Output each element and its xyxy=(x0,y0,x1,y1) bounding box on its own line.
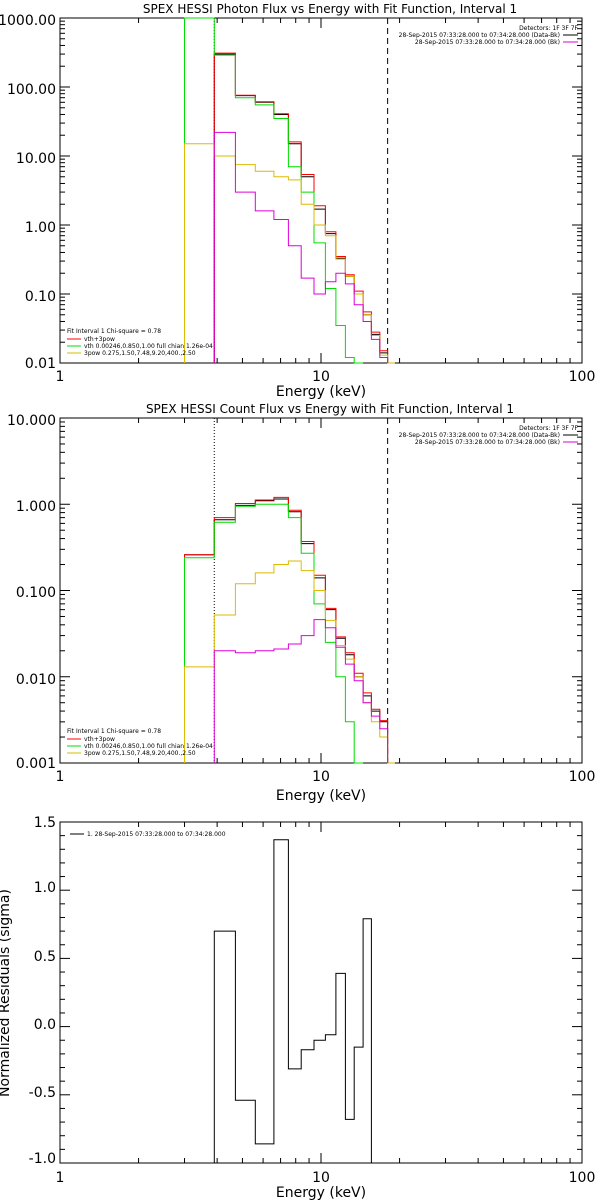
series-line-yellow xyxy=(184,560,395,764)
x-tick-label: 100 xyxy=(569,1170,596,1186)
series-line-magenta xyxy=(213,619,389,763)
y-tick-label: 1.000 xyxy=(16,499,56,515)
series-line-black xyxy=(213,53,389,363)
x-tick-label: 1 xyxy=(56,769,65,785)
plot-frame xyxy=(59,17,583,364)
detectors-label: Detectors: 1F 3F 7F xyxy=(519,425,578,432)
series-line-green xyxy=(184,503,364,764)
x-tick-label: 10 xyxy=(312,1170,330,1186)
axis-ticks xyxy=(59,17,583,364)
chart-title: SPEX HESSI Count Flux vs Energy with Fit… xyxy=(146,402,514,416)
y-tick-label: 1000.00 xyxy=(0,13,56,29)
y-tick-label: 100.00 xyxy=(7,82,56,98)
time-range-label: 28-Sep-2015 07:33:28.000 to 07:34:28.000… xyxy=(399,32,560,39)
axis-ticks xyxy=(59,417,583,764)
y-tick-label: 10.000 xyxy=(7,413,56,429)
y-tick-label: 0.010 xyxy=(16,672,56,688)
x-tick-label: 10 xyxy=(312,369,330,385)
series-line-magenta xyxy=(213,131,389,363)
time-range-label: 28-Sep-2015 07:33:28.000 to 07:34:28.000… xyxy=(399,432,560,439)
series-line-black xyxy=(184,498,389,763)
legend-entry: vth+3pow xyxy=(84,336,115,343)
y-tick-label: 0.01 xyxy=(25,356,56,372)
y-tick-label: 0.5 xyxy=(34,949,56,965)
legend-entry: 3pow 0.275,1.50,7.48,9.20,400.,2.50 xyxy=(84,750,196,757)
data-series xyxy=(184,17,395,364)
axis-ticks xyxy=(59,821,583,1164)
chart-title: SPEX HESSI Photon Flux vs Energy with Fi… xyxy=(143,2,517,16)
x-tick-label: 100 xyxy=(569,369,596,385)
y-tick-label: 0.100 xyxy=(16,585,56,601)
legend-entry: vth+3pow xyxy=(84,736,115,743)
photon-flux-panel: SPEX HESSI Photon Flux vs Energy with Fi… xyxy=(0,2,595,400)
time-range-label: 28-Sep-2015 07:33:28.000 to 07:34:28.000… xyxy=(415,39,560,46)
legend-entry: vth 0.00246,0.850,1.00 full chian 1.26e-… xyxy=(84,743,213,750)
x-tick-label: 100 xyxy=(569,769,596,785)
x-tick-label: 10 xyxy=(312,769,330,785)
y-tick-label: 0.0 xyxy=(34,1017,56,1033)
data-series xyxy=(184,418,395,764)
plot-frame xyxy=(59,821,583,1164)
legend-entry: vth 0.00246,0.850,1.00 full chian 1.26e-… xyxy=(84,343,213,350)
count-flux-panel: SPEX HESSI Count Flux vs Energy with Fit… xyxy=(7,402,595,804)
x-axis-label: Energy (keV) xyxy=(276,384,366,400)
x-axis-label: Energy (keV) xyxy=(276,788,366,804)
y-tick-label: 1.0 xyxy=(34,880,56,896)
x-tick-label: 1 xyxy=(56,1170,65,1186)
series-line-yellow xyxy=(184,143,395,364)
detectors-label: Detectors: 1F 3F 7F xyxy=(519,25,578,32)
time-range-label: 28-Sep-2015 07:33:28.000 to 07:34:28.000… xyxy=(415,439,560,446)
y-tick-label: -0.5 xyxy=(29,1085,56,1101)
series-line-red xyxy=(184,496,389,763)
residuals-panel: 1.5 1.0 0.5 0.0 -0.5 -1.0 Normalized Res… xyxy=(0,815,595,1200)
y-axis-label: Normalized Residuals (sigma) xyxy=(0,889,13,1097)
y-tick-label: 0.001 xyxy=(16,756,56,772)
legend-entry: Fit Interval 1 Chi-square = 0.78 xyxy=(67,728,161,735)
y-tick-label: -1.0 xyxy=(29,1151,56,1167)
series-line-green xyxy=(184,17,364,364)
series-line-red xyxy=(213,52,389,363)
series-line-black xyxy=(213,839,372,1163)
data-series xyxy=(213,839,372,1163)
x-axis-label: Energy (keV) xyxy=(276,1185,366,1200)
y-tick-label: 1.00 xyxy=(25,220,56,236)
legend-entry: 3pow 0.275,1.50,7.48,9.20,400.,2.50 xyxy=(84,350,196,357)
legend-entry: Fit Interval 1 Chi-square = 0.78 xyxy=(67,328,161,335)
x-tick-label: 1 xyxy=(56,369,65,385)
y-tick-label: 1.5 xyxy=(34,815,56,831)
legend-entry: 1. 28-Sep-2015 07:33:28.000 to 07:34:28.… xyxy=(87,831,226,838)
y-tick-label: 0.10 xyxy=(25,289,56,305)
y-tick-label: 10.00 xyxy=(16,151,56,167)
